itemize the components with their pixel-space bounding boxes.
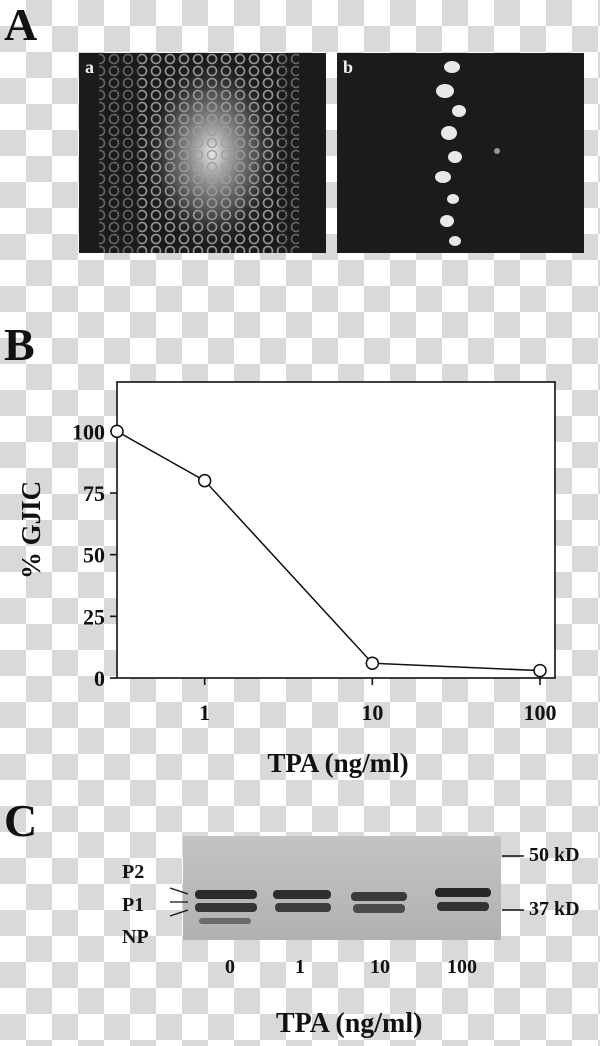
micrograph-b-texture <box>435 61 500 246</box>
x-axis-ticks: 1 10 100 <box>199 678 557 725</box>
micrograph-a: a <box>79 53 326 253</box>
band-p1-lane-2 <box>275 903 331 912</box>
y-tick-label: 0 <box>94 666 105 691</box>
lane-label-10: 10 <box>370 956 390 978</box>
y-axis-ticks: 0 25 50 75 100 <box>72 419 117 691</box>
band-p2-lane-4 <box>435 888 491 897</box>
lane-label-0: 0 <box>225 956 235 978</box>
data-point <box>533 663 547 678</box>
data-point <box>197 473 212 488</box>
panel-b-letter: B <box>4 319 35 370</box>
series-points <box>110 424 547 678</box>
y-tick-label: 25 <box>83 604 105 629</box>
gjic-chart: 0 25 50 75 100 1 10 100 % GJIC TPA (ng/ml) <box>16 381 557 778</box>
band-label-p1: P1 <box>122 894 145 916</box>
marker-ticks <box>502 855 524 911</box>
x-axis-title: TPA (ng/ml) <box>267 748 408 778</box>
x-tick-label: 10 <box>361 700 383 725</box>
band-label-np: NP <box>122 926 149 948</box>
band-p2-lane-3 <box>351 892 407 901</box>
lane-label-1: 1 <box>295 956 305 978</box>
band-pointer-lines <box>170 887 189 917</box>
series-line <box>116 430 541 672</box>
micrograph-a-label: a <box>85 57 94 77</box>
data-point <box>365 656 380 670</box>
micrograph-a-texture <box>99 53 299 253</box>
panel-c-letter: C <box>4 795 38 846</box>
plot-frame <box>116 381 556 679</box>
micrograph-b-label: b <box>343 57 354 77</box>
data-point <box>110 424 124 439</box>
marker-50kd: 50 kD <box>529 844 580 866</box>
western-blot <box>183 836 501 940</box>
x-tick-label: 1 <box>199 700 210 725</box>
y-axis-title: % GJIC <box>16 481 46 579</box>
micrograph-b: b <box>337 53 584 253</box>
band-p2-lane-2 <box>273 890 331 899</box>
y-tick-label: 75 <box>83 481 105 506</box>
band-p1-lane-4 <box>437 902 489 911</box>
marker-37kd: 37 kD <box>529 898 580 920</box>
band-np-lane-1 <box>199 918 251 924</box>
band-p2-lane-1 <box>195 890 257 899</box>
band-p1-lane-3 <box>353 904 405 913</box>
band-label-p2: P2 <box>122 861 145 883</box>
lane-label-100: 100 <box>447 956 477 978</box>
y-tick-label: 50 <box>83 543 105 568</box>
blot-x-axis-title: TPA (ng/ml) <box>276 1008 423 1039</box>
band-p1-lane-1 <box>195 903 257 912</box>
panel-a-letter: A <box>4 0 38 50</box>
y-tick-label: 100 <box>72 419 105 444</box>
x-tick-label: 100 <box>524 700 557 725</box>
